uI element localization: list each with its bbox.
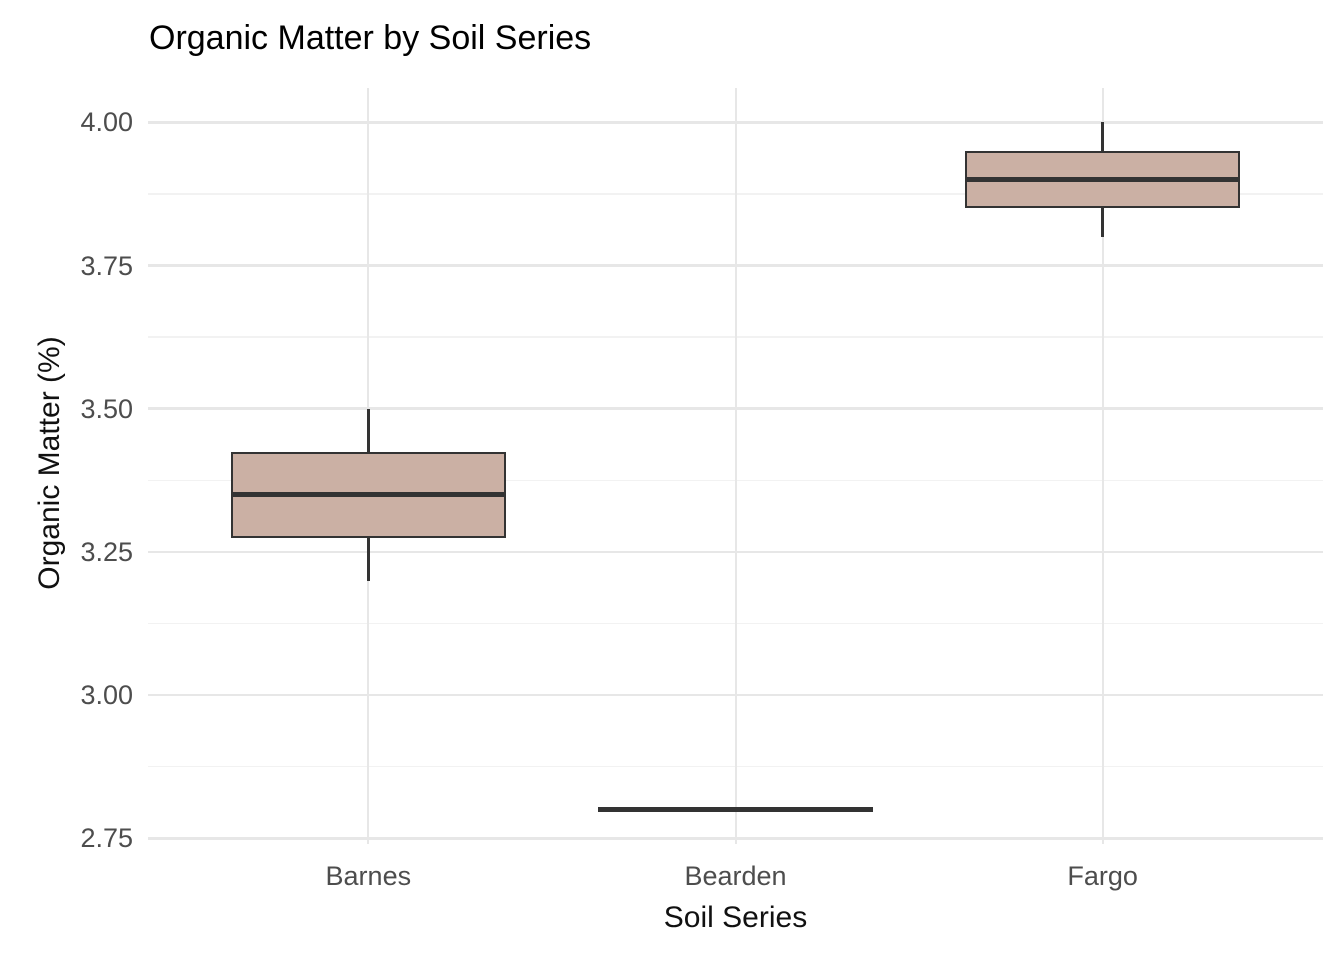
y-tick-label: 3.25 [80, 536, 133, 567]
y-tick-label: 3.50 [80, 393, 133, 424]
plot-title: Organic Matter by Soil Series [149, 19, 592, 57]
median-barnes [230, 492, 506, 497]
median-bearden [597, 807, 874, 812]
median-fargo [964, 177, 1241, 182]
v-gridline-bearden [734, 88, 737, 844]
x-tick-label-fargo: Fargo [1067, 861, 1138, 891]
whisker-lower-fargo [1101, 208, 1104, 237]
y-axis-title: Organic Matter (%) [33, 336, 66, 590]
whisker-lower-barnes [367, 537, 370, 581]
plot-panel [148, 88, 1323, 844]
x-tick-label-barnes: Barnes [325, 861, 412, 891]
y-tick-label: 3.75 [80, 250, 133, 281]
whisker-upper-fargo [1101, 122, 1104, 151]
y-tick-label: 3.00 [80, 680, 133, 711]
y-tick-label: 2.75 [80, 823, 133, 854]
whisker-upper-barnes [367, 408, 370, 452]
y-tick-label: 4.00 [80, 107, 133, 138]
v-gridline-fargo [1101, 88, 1104, 844]
x-axis-title: Soil Series [663, 901, 808, 934]
x-tick-label-bearden: Bearden [684, 861, 787, 891]
